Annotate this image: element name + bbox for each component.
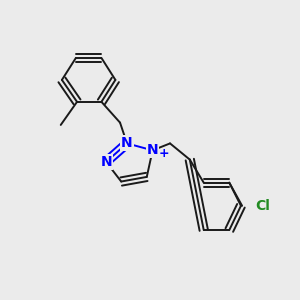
Text: Cl: Cl: [255, 199, 270, 213]
Text: N: N: [147, 143, 158, 157]
Text: +: +: [158, 147, 169, 160]
Text: N: N: [100, 155, 112, 169]
Text: N: N: [121, 136, 133, 150]
